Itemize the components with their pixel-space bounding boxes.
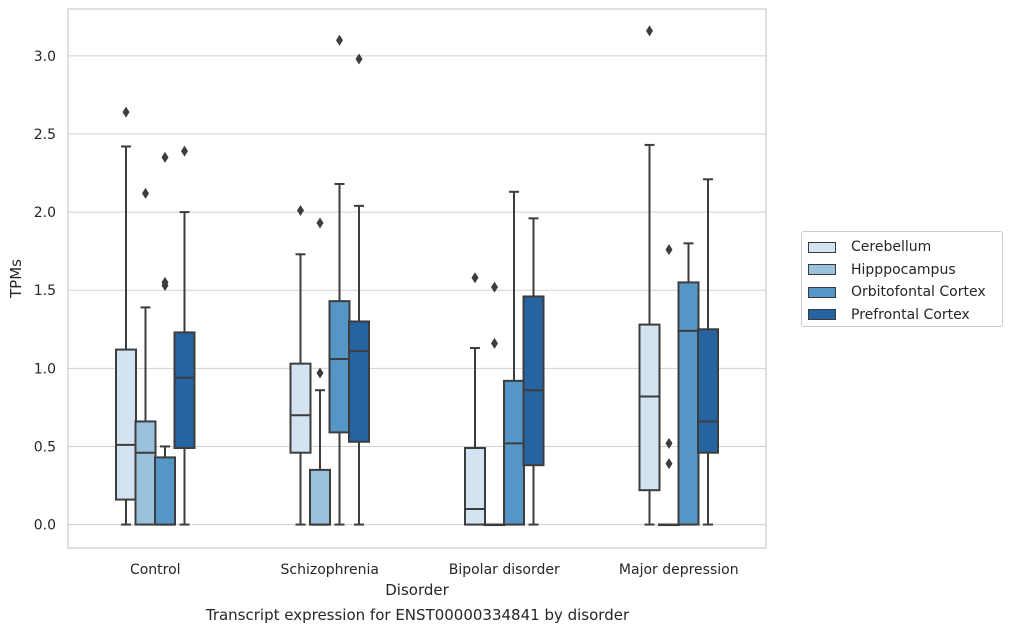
y-axis-label: TPMs <box>7 259 25 299</box>
y-tick-label: 3.0 <box>34 49 56 65</box>
x-tick-label: Schizophrenia <box>281 562 379 578</box>
x-axis-ticks: Control Schizophrenia Bipolar disorder Majo… <box>130 562 739 578</box>
box-cerebellum <box>464 272 486 526</box>
legend-item: Cerebellum <box>808 236 1002 259</box>
legend-swatch <box>808 309 836 321</box>
legend-label: Hipppocampus <box>851 261 956 278</box>
outlier-point <box>355 53 363 65</box>
legend-item: Hipppocampus <box>808 259 1002 282</box>
outlier-point <box>646 25 653 37</box>
outlier-point <box>181 145 188 157</box>
box-orbitofontal-cortex <box>154 151 176 526</box>
box-iqr <box>328 300 351 434</box>
x-tick-label: Major depression <box>619 562 739 578</box>
outlier-point <box>161 151 169 163</box>
box-iqr <box>154 456 176 526</box>
y-tick-label: 1.0 <box>34 361 56 377</box>
box-iqr <box>677 281 700 526</box>
x-axis-label: Disorder <box>385 581 449 599</box>
legend-item: Orbitofontal Cortex <box>808 281 1002 304</box>
outlier-point <box>491 337 498 349</box>
outlier-point <box>471 272 479 284</box>
box-prefrontal-cortex <box>348 53 370 526</box>
legend-swatch <box>808 264 836 276</box>
box-iqr <box>115 348 137 501</box>
box-cerebellum <box>289 205 312 526</box>
outlier-point <box>122 106 130 118</box>
legend-label: Cerebellum <box>851 239 932 256</box>
outlier-point <box>161 276 169 288</box>
box-hipppocampus <box>658 244 680 527</box>
chart-caption: Transcript expression for ENST0000033484… <box>205 606 630 624</box>
box-orbitofontal-cortex <box>677 242 700 526</box>
outlier-point <box>142 187 149 199</box>
box-iqr <box>348 320 370 443</box>
plot-frame <box>67 8 767 549</box>
outlier-point <box>316 217 324 229</box>
legend: Cerebellum Hipppocampus Orbitofontal Corte… <box>801 231 1003 327</box>
box-cerebellum <box>115 106 137 526</box>
outlier-point <box>316 367 324 379</box>
box-prefrontal-cortex <box>173 145 196 526</box>
box-iqr <box>309 468 331 526</box>
y-tick-label: 0.5 <box>34 439 56 455</box>
x-tick-label: Control <box>130 562 181 578</box>
box-iqr <box>522 295 545 467</box>
box-iqr <box>503 379 525 526</box>
box-iqr <box>697 328 719 454</box>
outlier-point <box>336 34 343 46</box>
box-prefrontal-cortex <box>697 178 719 526</box>
box-prefrontal-cortex <box>522 217 545 526</box>
outlier-point <box>665 458 673 470</box>
box-iqr <box>134 420 157 526</box>
box-orbitofontal-cortex <box>503 190 525 526</box>
box-hipppocampus <box>309 217 331 526</box>
outlier-point <box>665 244 673 256</box>
y-tick-label: 2.0 <box>34 205 56 221</box>
outlier-point <box>491 281 498 293</box>
legend-item: Prefrontal Cortex <box>808 304 1002 327</box>
legend-label: Prefrontal Cortex <box>851 306 970 323</box>
outlier-point <box>297 205 304 217</box>
y-tick-label: 1.5 <box>34 283 56 299</box>
legend-label: Orbitofontal Cortex <box>851 284 986 301</box>
outlier-point <box>665 437 673 449</box>
legend-swatch <box>808 286 836 298</box>
y-tick-label: 0.0 <box>34 518 56 534</box>
grid-lines <box>68 55 766 526</box>
box-plot-series <box>115 25 719 527</box>
box-cerebellum <box>638 25 661 526</box>
y-axis-ticks: 0.0 0.5 1.0 1.5 2.0 2.5 3.0 <box>34 49 56 534</box>
box-iqr <box>464 447 486 526</box>
box-iqr <box>638 323 661 492</box>
box-iqr <box>289 362 312 454</box>
box-orbitofontal-cortex <box>328 34 351 526</box>
legend-swatch <box>808 241 836 253</box>
y-tick-label: 2.5 <box>34 127 56 143</box>
box-hipppocampus <box>134 187 157 526</box>
x-tick-label: Bipolar disorder <box>449 562 560 578</box>
box-iqr <box>173 331 196 450</box>
box-hipppocampus <box>483 281 506 527</box>
